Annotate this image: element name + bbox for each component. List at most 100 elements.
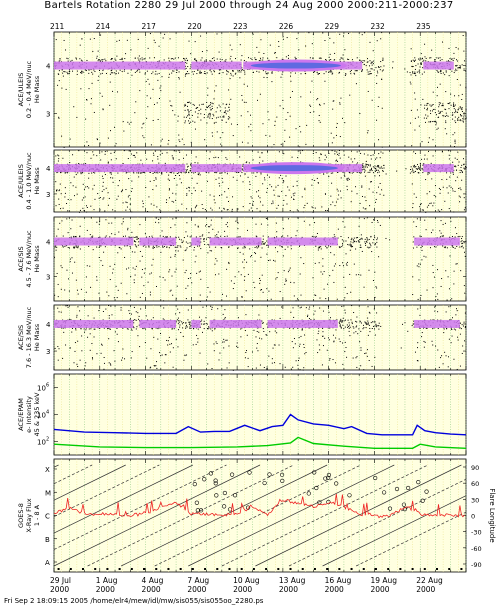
right-tick-label: -30: [471, 529, 482, 537]
data-mark: [69, 568, 72, 570]
panel-6-ylabel: GOES-8: [17, 503, 25, 528]
date-tick-label: 7 Aug: [187, 576, 209, 585]
flare-marker: [401, 502, 407, 507]
right-tick-label: -90: [471, 561, 482, 569]
y-tick-label: 3: [46, 110, 50, 118]
right-tick-label: 90: [471, 464, 479, 472]
longitude-track: [188, 464, 395, 567]
panel-5-ylabel: e- Intensity: [25, 396, 33, 433]
data-mark: [179, 568, 182, 570]
epam-series-235kev: [53, 436, 467, 449]
flare-marker: [394, 486, 400, 492]
panel-1-ylabel: 0.2 - 0.4 MeV/nuc: [25, 60, 33, 118]
flare-marker: [279, 472, 285, 477]
longitude-track: [87, 464, 294, 567]
flare-marker: [213, 478, 218, 483]
flare-marker: [232, 493, 238, 498]
flare-marker: [387, 506, 393, 511]
data-mark: [143, 568, 146, 570]
density-peak: [250, 62, 341, 69]
data-mark: [167, 568, 170, 570]
flare-marker: [192, 481, 197, 487]
data-mark: [399, 568, 402, 570]
panel-2-ylabel: 0.4 - 1.0 MeV/nuc: [25, 152, 33, 210]
data-mark: [326, 568, 329, 570]
panel-5-ylabel: 45 & 235 keV: [33, 392, 41, 436]
date-tick-year: 2000: [187, 585, 206, 594]
flare-marker: [373, 475, 378, 481]
data-mark: [313, 568, 316, 570]
date-tick-year: 2000: [50, 585, 69, 594]
data-mark: [106, 568, 109, 570]
flare-marker: [326, 472, 332, 478]
data-mark: [228, 568, 231, 570]
density-band: [191, 61, 242, 70]
longitude-track: [53, 464, 59, 468]
flare-marker: [420, 498, 425, 503]
flare-marker: [323, 476, 328, 481]
y-tick-label: C: [45, 513, 50, 521]
right-tick-label: 60: [471, 480, 479, 488]
density-band: [423, 61, 454, 70]
data-mark: [350, 568, 353, 570]
doy-tick-label: 235: [416, 22, 431, 31]
data-mark: [277, 568, 280, 570]
flare-marker: [208, 471, 214, 476]
doy-tick-label: 211: [50, 22, 65, 31]
y-tick-label: B: [45, 536, 50, 544]
longitude-track: [288, 478, 467, 567]
data-mark: [130, 568, 133, 570]
date-tick-year: 2000: [96, 585, 115, 594]
flare-marker: [267, 472, 272, 477]
doy-tick-label: 232: [370, 22, 385, 31]
y-tick-exponent: 4: [46, 410, 49, 416]
panel-4-ylabel: ACE/SIS: [17, 325, 25, 350]
data-mark: [216, 568, 219, 570]
panel-3-ylabel: He Mass: [33, 245, 41, 273]
longitude-track: [53, 464, 160, 517]
panel-1-ylabel: ACE/ULEIS: [17, 73, 25, 107]
date-tick-label: 16 Aug: [325, 576, 352, 585]
density-band: [191, 237, 201, 246]
y-tick-label: 10: [37, 385, 46, 393]
flare-marker: [334, 481, 339, 486]
panel-3-ylabel: ACE/SIS: [17, 246, 25, 271]
data-mark: [411, 568, 414, 570]
y-tick-label: 3: [46, 191, 50, 199]
y-tick-label: 4: [46, 165, 51, 173]
panel-5-ylabel: ACE/EPAM: [17, 398, 25, 431]
flare-marker: [214, 493, 219, 498]
flare-marker: [382, 490, 387, 495]
longitude-track: [53, 464, 93, 485]
doy-tick-label: 214: [96, 22, 111, 31]
date-tick-label: 19 Aug: [370, 576, 397, 585]
data-mark: [81, 568, 84, 570]
density-band: [54, 61, 186, 70]
doy-tick-label: 220: [187, 22, 202, 31]
panel-2-ylabel: He Mass: [33, 167, 41, 195]
y-tick-label: 3: [46, 348, 50, 356]
flare-marker: [195, 508, 200, 513]
density-band: [191, 164, 242, 173]
right-tick-label: 0: [471, 513, 475, 521]
epam-series-45kev: [53, 413, 467, 436]
xray-flux-series: [53, 493, 465, 519]
data-mark: [252, 568, 255, 570]
data-mark: [423, 568, 426, 570]
flare-marker: [424, 489, 429, 494]
data-mark: [265, 568, 268, 570]
longitude-track: [53, 464, 261, 567]
flare-marker: [406, 485, 411, 491]
data-mark: [155, 568, 158, 570]
panel-1-ylabel: He Mass: [33, 75, 41, 103]
flare-marker: [314, 485, 319, 491]
panel-4-ylabel: 7.6 - 16.3 MeV/nuc: [25, 306, 33, 368]
data-mark: [191, 568, 194, 570]
panel-6-ylabel: 1 - 8 A: [33, 504, 41, 526]
flare-marker: [222, 490, 227, 496]
y-tick-label: 10: [37, 412, 46, 420]
y-tick-label: 10: [37, 439, 46, 447]
flare-marker: [194, 500, 199, 505]
panel-3-ylabel: 4.5 - 7.6 MeV/nuc: [25, 230, 33, 288]
